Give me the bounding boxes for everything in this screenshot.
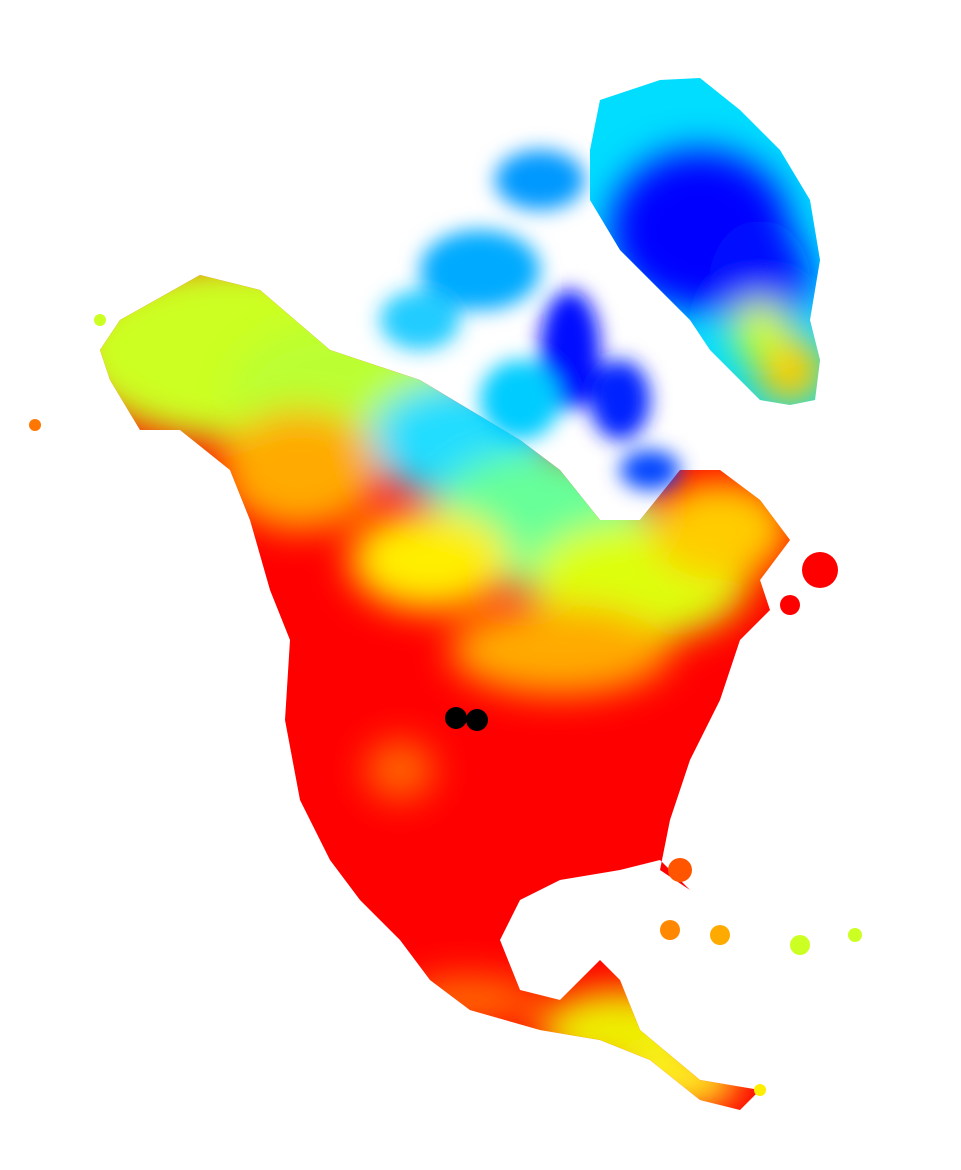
marker-point <box>466 709 488 731</box>
location-markers <box>445 707 488 731</box>
marker-point <box>445 707 467 729</box>
small-islands <box>29 314 862 1096</box>
arctic-archipelago <box>380 150 680 490</box>
